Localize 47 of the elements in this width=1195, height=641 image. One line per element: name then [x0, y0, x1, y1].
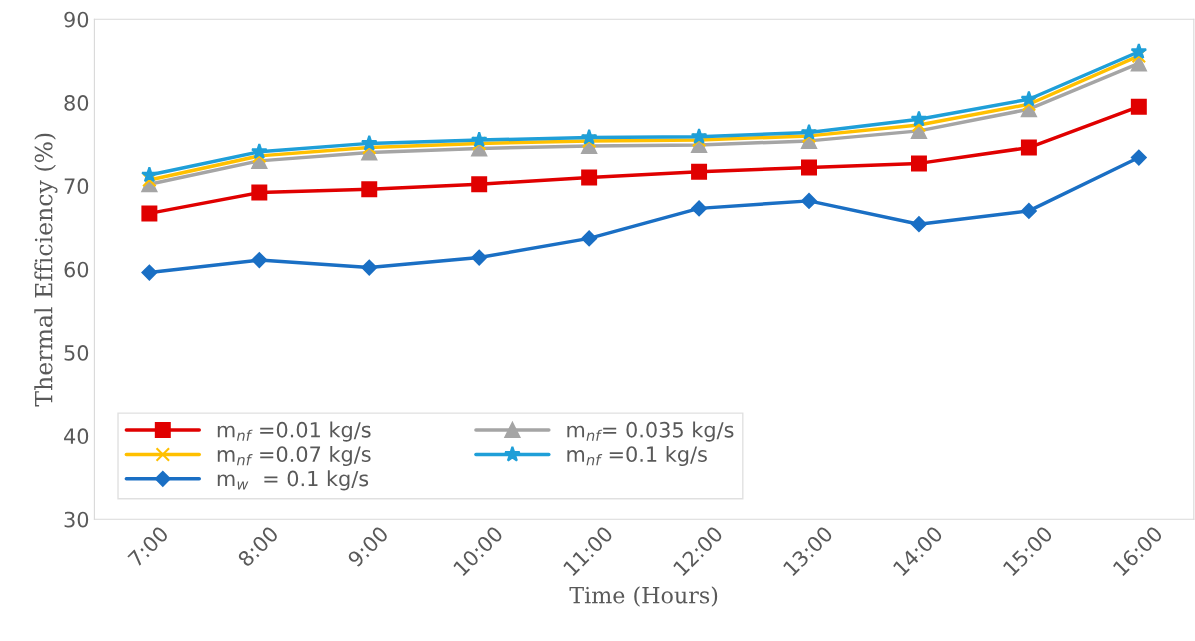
point — [251, 252, 268, 268]
point — [361, 181, 378, 198]
point — [691, 200, 707, 217]
point — [690, 128, 708, 144]
point — [470, 131, 488, 148]
y-tick-label: 30 — [64, 511, 89, 528]
y-tick-label: 90 — [64, 11, 89, 28]
point — [1020, 139, 1037, 156]
y-tick-label: 40 — [64, 428, 89, 445]
point — [141, 205, 158, 222]
point — [471, 176, 488, 193]
point — [581, 230, 598, 247]
point — [361, 259, 378, 276]
point — [251, 143, 268, 159]
point — [910, 155, 927, 172]
point — [910, 110, 928, 127]
y-tick-label: 70 — [64, 178, 89, 195]
point — [911, 216, 927, 233]
y-tick-label: 60 — [64, 261, 89, 278]
point — [1130, 98, 1147, 115]
legend-label: m$_{nf}$ =0.1 kg/s — [567, 445, 707, 467]
point — [691, 163, 708, 180]
legend-label: m$_{w}$ = 0.1 kg/s — [217, 470, 369, 491]
point — [141, 264, 158, 281]
point — [471, 249, 488, 266]
point — [1020, 202, 1037, 219]
y-axis-title: Thermal Efficiency (%) — [34, 133, 58, 407]
point — [1020, 90, 1038, 107]
legend-label: m$_{nf}$ =0.01 kg/s — [217, 421, 371, 442]
point — [800, 123, 818, 140]
y-tick-label: 80 — [64, 95, 89, 111]
point — [1130, 43, 1148, 59]
point — [360, 134, 378, 151]
point — [141, 166, 158, 183]
x-axis-title: Time (Hours) — [569, 586, 718, 607]
point — [1130, 149, 1147, 166]
legend-label: m$_{nf}$= 0.035 kg/s — [567, 421, 734, 442]
point — [580, 128, 598, 145]
point — [801, 159, 817, 176]
point — [801, 192, 817, 209]
point — [581, 169, 598, 186]
point — [142, 172, 157, 188]
legend-label: m$_{nf}$ =0.07 kg/s — [217, 445, 371, 467]
y-tick-label: 50 — [64, 345, 89, 361]
point — [251, 184, 268, 201]
point — [911, 117, 927, 133]
point — [1021, 96, 1037, 112]
